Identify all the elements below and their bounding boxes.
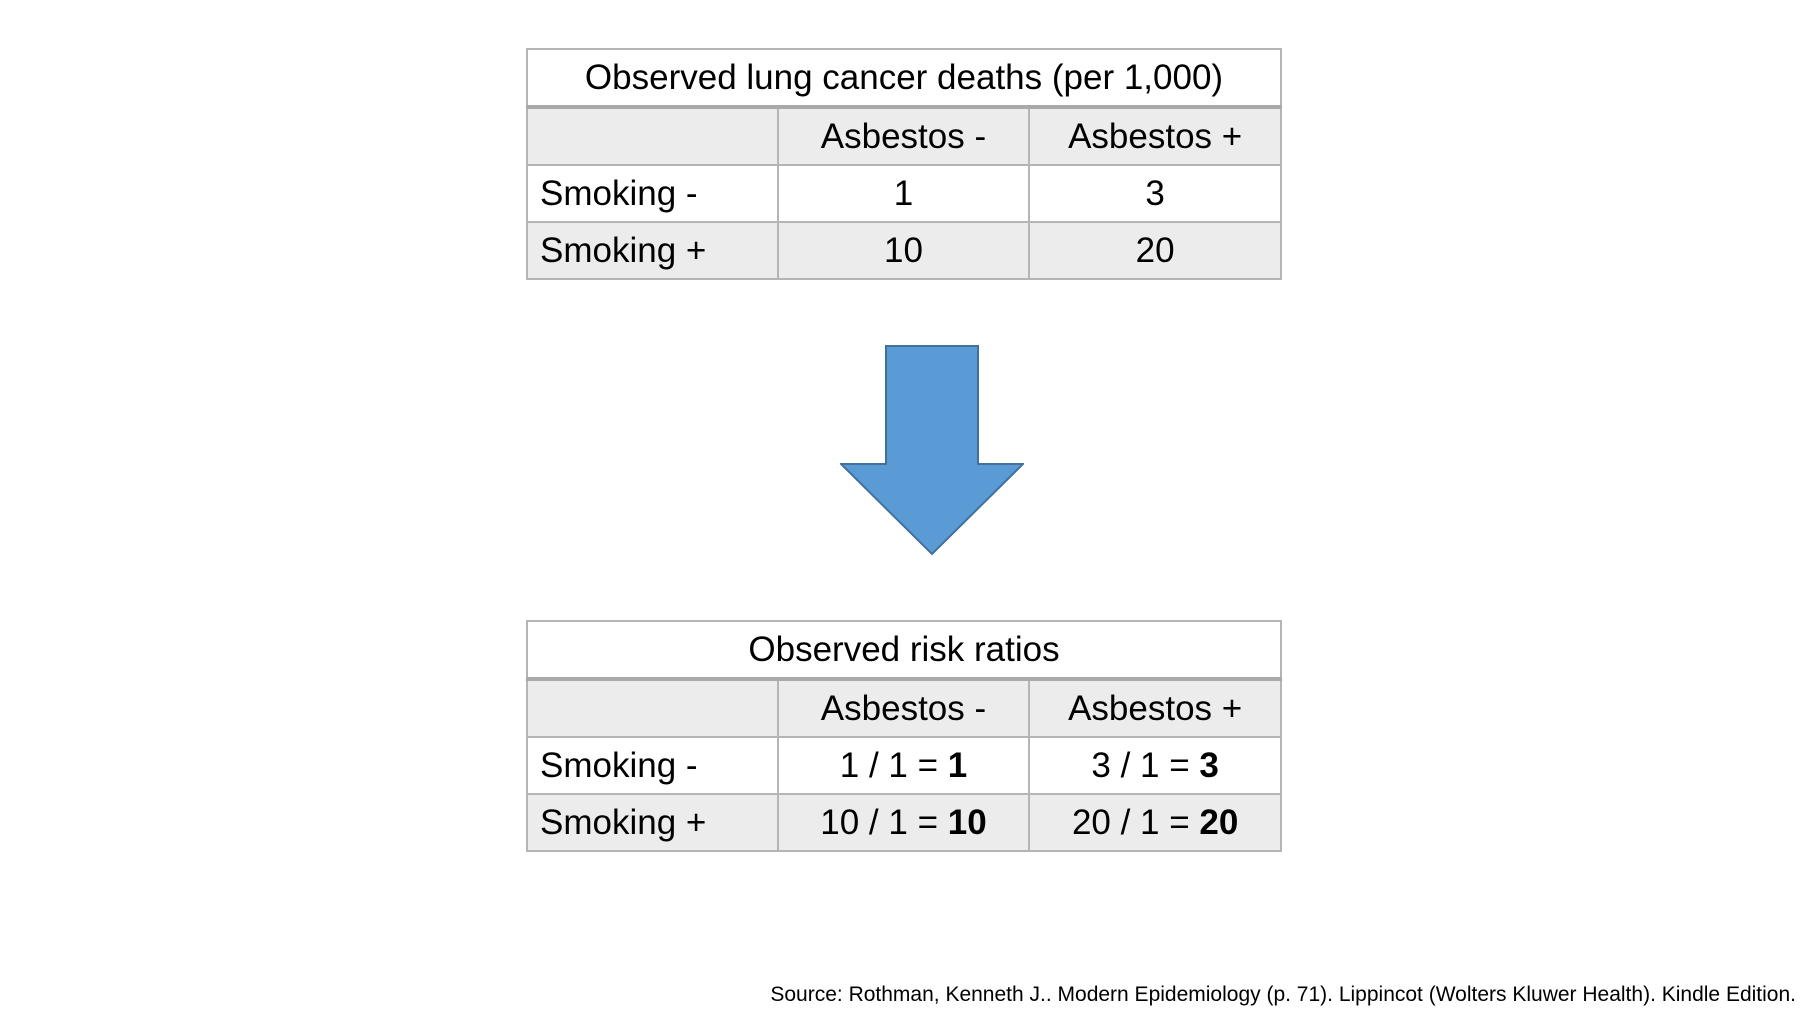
- table-title: Observed lung cancer deaths (per 1,000): [526, 48, 1282, 109]
- row-label-smoking-neg: Smoking -: [526, 736, 779, 795]
- column-header-asbestos-pos: Asbestos +: [1028, 678, 1282, 738]
- table-row: Smoking - 1 3: [526, 164, 1282, 223]
- table-row: Smoking + 10 / 1 = 10 20 / 1 = 20: [526, 793, 1282, 852]
- row-label-smoking-pos: Smoking +: [526, 221, 779, 280]
- empty-header-cell: [526, 678, 779, 738]
- ratio-result: 10: [947, 802, 987, 842]
- value-cell: 3: [1028, 164, 1282, 223]
- empty-header-cell: [526, 106, 779, 166]
- table-title: Observed risk ratios: [526, 620, 1282, 681]
- ratio-expression: 3 / 1 =: [1091, 745, 1200, 785]
- down-arrow-icon: [840, 345, 1024, 556]
- down-arrow-shape: [840, 345, 1024, 556]
- table-row: Smoking + 10 20: [526, 221, 1282, 280]
- ratio-cell: 3 / 1 = 3: [1028, 736, 1282, 795]
- source-citation: Source: Rothman, Kenneth J.. Modern Epid…: [770, 983, 1796, 1006]
- column-header-asbestos-pos: Asbestos +: [1028, 106, 1282, 166]
- ratio-cell: 20 / 1 = 20: [1028, 793, 1282, 852]
- ratio-expression: 1 / 1 =: [839, 745, 948, 785]
- column-header-asbestos-neg: Asbestos -: [776, 106, 1031, 166]
- value-cell: 20: [1028, 221, 1282, 280]
- risk-ratios-table: Observed risk ratios Asbestos - Asbestos…: [526, 620, 1282, 852]
- row-label-smoking-pos: Smoking +: [526, 793, 779, 852]
- ratio-result: 1: [947, 745, 968, 785]
- table-header-row: Asbestos - Asbestos +: [526, 106, 1282, 166]
- ratio-cell: 1 / 1 = 1: [776, 736, 1031, 795]
- table-row: Smoking - 1 / 1 = 1 3 / 1 = 3: [526, 736, 1282, 795]
- table-header-row: Asbestos - Asbestos +: [526, 678, 1282, 738]
- value-cell: 1: [776, 164, 1031, 223]
- value-cell: 10: [776, 221, 1031, 280]
- row-label-smoking-neg: Smoking -: [526, 164, 779, 223]
- ratio-expression: 10 / 1 =: [820, 802, 948, 842]
- ratio-expression: 20 / 1 =: [1071, 802, 1200, 842]
- ratio-result: 20: [1199, 802, 1239, 842]
- observed-deaths-table: Observed lung cancer deaths (per 1,000) …: [526, 48, 1282, 280]
- ratio-result: 3: [1199, 745, 1219, 785]
- ratio-cell: 10 / 1 = 10: [776, 793, 1031, 852]
- column-header-asbestos-neg: Asbestos -: [776, 678, 1031, 738]
